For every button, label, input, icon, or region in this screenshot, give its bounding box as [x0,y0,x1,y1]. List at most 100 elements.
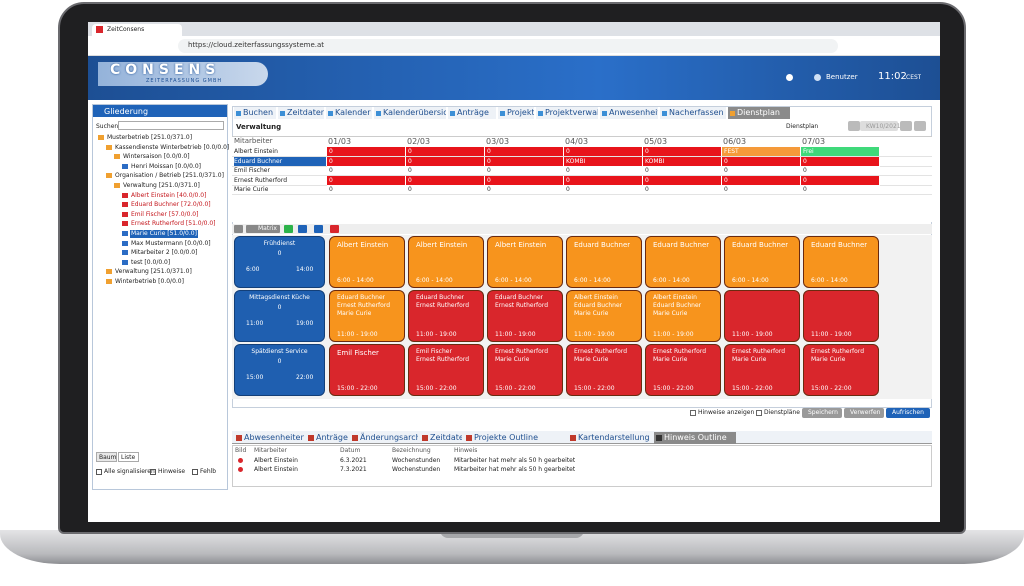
bottom-tab[interactable]: Anträge [316,433,348,442]
day-cell[interactable] [722,156,801,166]
day-cell[interactable] [485,175,564,185]
tree-item[interactable]: Henri Moissan [0.0/0.0] [131,162,201,170]
tree-item[interactable]: Albert Einstein [40.0/0.0] [131,191,207,199]
nav-button[interactable] [900,121,912,131]
main-tab[interactable]: Anträge [448,107,496,119]
shift-card[interactable] [566,236,642,288]
tree-item[interactable]: test [0.0/0.0] [131,258,171,266]
day-cell[interactable] [485,147,564,156]
day-cell[interactable] [643,185,722,195]
tool-button[interactable] [234,225,243,233]
day-cell[interactable] [564,147,643,156]
view-label[interactable]: Dienstplan [786,123,819,130]
user[interactable]: Benutzer [826,73,858,81]
day-cell[interactable] [327,185,406,195]
shift-card[interactable] [566,344,642,396]
bottom-tab[interactable]: Projekte Outline [474,433,539,442]
checkbox[interactable] [192,469,198,475]
shift-card[interactable] [329,344,405,396]
tree-item[interactable]: Max Mustermann [0.0/0.0] [131,239,211,247]
day-cell[interactable] [485,185,564,195]
tree-item[interactable]: Mitarbeiter 2 [0.0/0.0] [131,249,198,257]
shift-card[interactable] [329,236,405,288]
nav-button[interactable] [848,121,860,131]
tree-item[interactable]: Musterbetrieb [251.0/371.0] [107,134,193,141]
main-tab[interactable]: Buchen [234,107,276,119]
bottom-tab[interactable]: Kartendarstellung [578,433,650,442]
main-tab[interactable]: Projektverwaltung [536,107,598,119]
shift-card[interactable] [724,290,800,342]
day-cell[interactable] [564,175,643,185]
checkbox[interactable] [150,469,156,475]
day-cell[interactable] [327,175,406,185]
bottom-tab[interactable]: Änderungsarchiv [360,433,418,442]
shift-card[interactable] [487,344,563,396]
day-cell[interactable] [722,147,801,156]
day-cell[interactable] [643,166,722,176]
day-cell[interactable] [801,175,880,185]
button[interactable]: Verwerfen [844,408,884,418]
day-cell[interactable] [327,166,406,176]
tree-item[interactable]: Ernest Rutherford [51.0/0.0] [131,220,216,228]
main-tab[interactable]: Kalenderübersicht [374,107,446,119]
tree-item[interactable]: Organisation / Betrieb [251.0/371.0] [115,172,224,180]
shift-card[interactable] [803,290,879,342]
bottom-tab[interactable]: Zeitdaten [430,433,462,442]
shift-card[interactable] [724,236,800,288]
tree-item[interactable]: Winterbetrieb [0.0/0.0] [115,278,184,285]
search-input[interactable] [118,121,224,130]
button[interactable]: Aufrischen [886,408,930,418]
day-cell[interactable] [801,156,880,166]
shift-card[interactable] [408,344,484,396]
sidebar-tab[interactable]: Baum [96,452,117,462]
day-cell[interactable] [801,147,880,156]
day-cell[interactable] [722,185,801,195]
day-cell[interactable] [564,166,643,176]
shift-card[interactable] [724,344,800,396]
day-cell[interactable] [643,156,722,166]
note-cell[interactable]: Albert Einstein [254,457,298,464]
day-cell[interactable] [564,185,643,195]
tree-item[interactable]: Wintersaison [0.0/0.0] [123,153,190,161]
shift-card[interactable] [487,290,563,342]
tree-item[interactable]: Verwaltung [251.0/371.0] [123,182,200,189]
shift-card[interactable] [803,236,879,288]
bottom-tab[interactable]: Hinweis Outline [654,432,736,444]
employee-name[interactable]: Ernest Rutherford [234,176,288,184]
main-tab[interactable]: Projekte [498,107,534,119]
employee-name[interactable]: Eduard Buchner [234,156,326,166]
sidebar-tab[interactable]: Liste [118,452,139,462]
employee-name[interactable]: Emil Fischer [234,167,270,175]
main-tab[interactable]: Zeitdaten [278,107,324,119]
day-cell[interactable] [327,147,406,156]
tree-item[interactable]: Eduard Buchner [72.0/0.0] [131,201,211,209]
shift-card[interactable] [803,344,879,396]
employee-name[interactable]: Marie Curie [234,186,269,194]
shift-card[interactable] [487,236,563,288]
shift-card[interactable] [329,290,405,342]
shift-card[interactable] [408,290,484,342]
day-cell[interactable] [406,166,485,176]
day-cell[interactable] [643,175,722,185]
tool-button[interactable] [246,225,280,233]
tool-button[interactable] [314,225,323,233]
tool-button[interactable] [284,225,293,233]
tool-button[interactable] [330,225,339,233]
day-cell[interactable] [564,156,643,166]
checkbox[interactable] [690,410,696,416]
nav-button[interactable] [914,121,926,131]
day-cell[interactable] [406,147,485,156]
shift-card[interactable] [566,290,642,342]
day-cell[interactable] [722,175,801,185]
checkbox[interactable] [96,469,102,475]
day-cell[interactable] [643,147,722,156]
tree-item[interactable]: Kassendienste Winterbetrieb [0.0/0.0] [115,143,230,151]
shift-card[interactable] [645,344,721,396]
day-cell[interactable] [406,175,485,185]
day-cell[interactable] [406,185,485,195]
day-cell[interactable] [722,166,801,176]
tree-item[interactable]: Verwaltung [251.0/371.0] [115,268,192,276]
main-tab[interactable]: Kalender [326,107,372,119]
shift-card[interactable] [645,290,721,342]
day-cell[interactable] [327,156,406,166]
